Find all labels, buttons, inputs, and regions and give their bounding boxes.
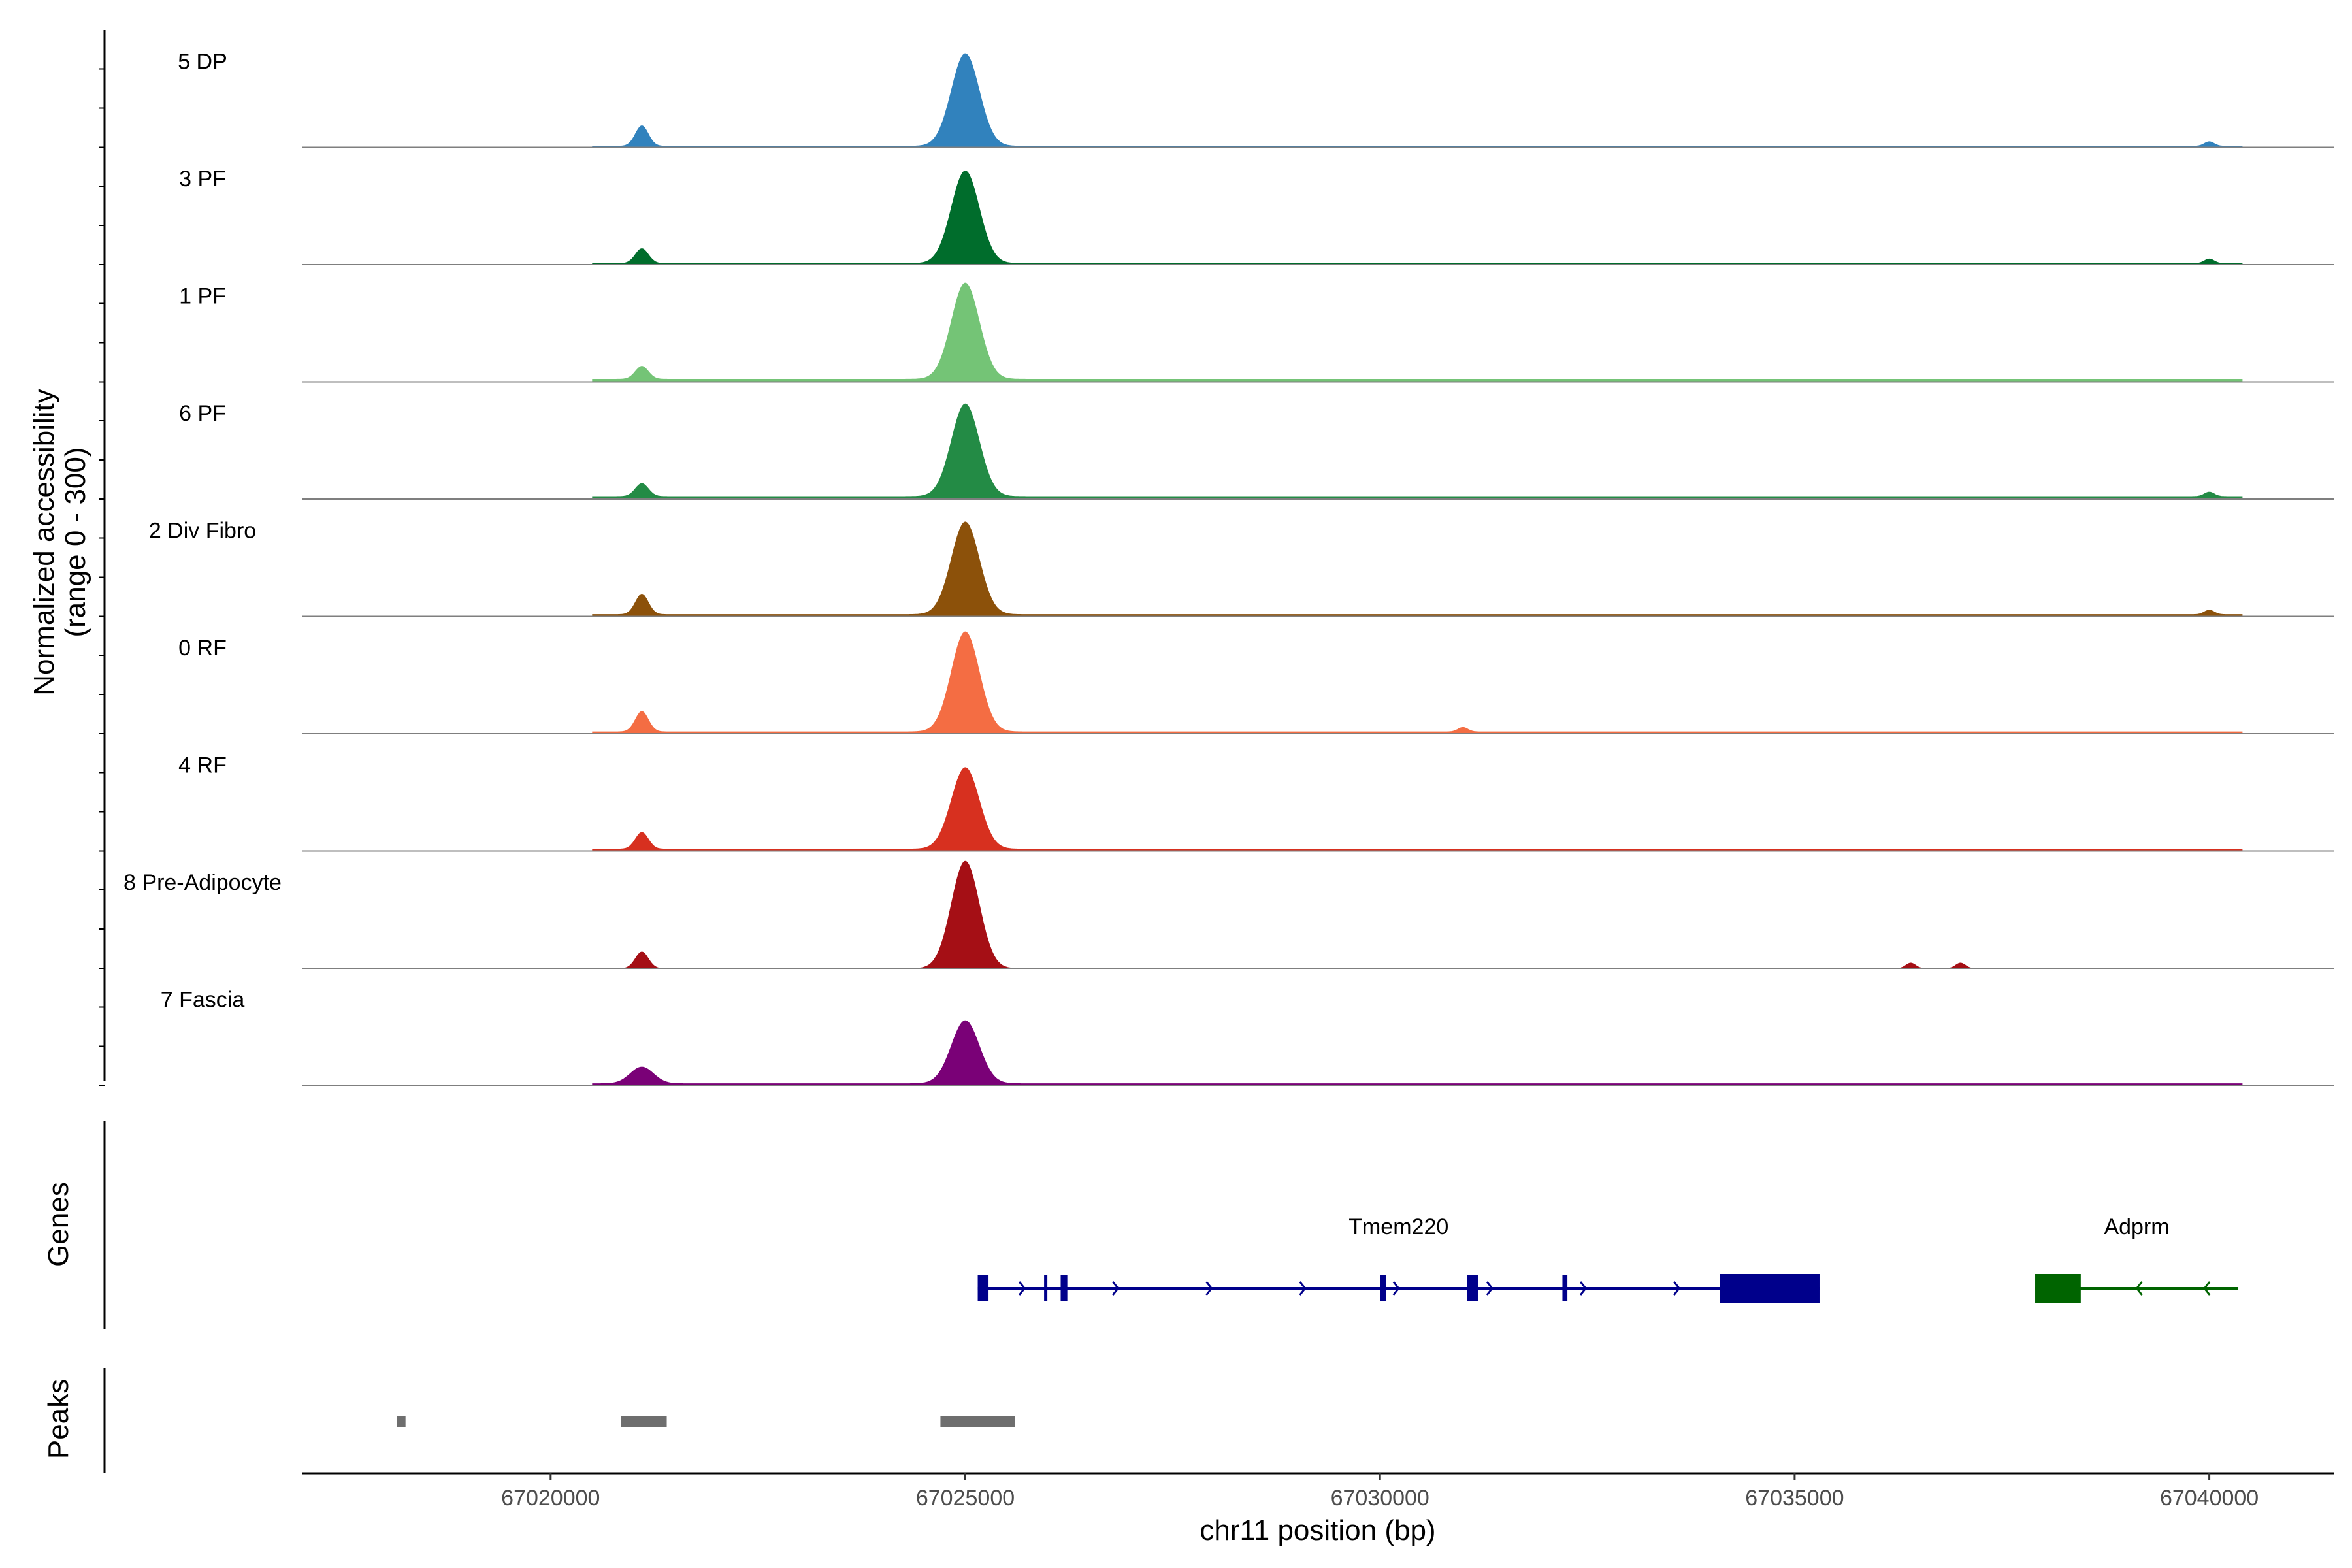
coverage-area — [592, 767, 2243, 851]
coverage-track: 6 PF — [179, 401, 2334, 500]
track-label: 6 PF — [179, 401, 226, 426]
x-tick-label: 67030000 — [1331, 1486, 1429, 1511]
strand-arrow — [1299, 1281, 1307, 1296]
track-label: 5 DP — [178, 50, 227, 74]
x-axis-ticks: 67020000 67025000 67030000 67035000 67040000 — [501, 1473, 2259, 1511]
track-label: 0 RF — [178, 636, 227, 661]
strand-arrow — [1112, 1281, 1120, 1296]
coverage-track: 7 Fascia — [161, 988, 2334, 1086]
strand-arrow — [1673, 1281, 1681, 1296]
strand-arrow — [1486, 1281, 1494, 1296]
peak-region — [621, 1416, 667, 1427]
gene-model: Tmem220 — [977, 1215, 1820, 1303]
gene-name-label: Tmem220 — [1348, 1215, 1448, 1239]
exon-block — [1380, 1275, 1386, 1301]
y-axis-title: Normalized accessibility (range 0 - 300) — [28, 389, 91, 695]
x-tick-label: 67020000 — [501, 1486, 600, 1511]
coverage-area — [592, 53, 2243, 148]
coverage-area — [592, 1020, 2243, 1086]
track-label: 7 Fascia — [161, 988, 245, 1013]
coverage-area — [592, 521, 2243, 617]
coverage-tracks: 5 DP 3 PF 1 PF 6 PF 2 Div Fibro 0 RF 4 RF 8 Pre… — [123, 50, 2334, 1086]
y-axis-title-text: Normalized accessibility — [28, 389, 60, 695]
coverage-track: 1 PF — [179, 282, 2334, 383]
peak-region-panel — [397, 1416, 1015, 1427]
track-label: 1 PF — [179, 284, 226, 309]
coverage-track: 8 Pre-Adipocyte — [123, 860, 2334, 969]
genes-panel-title: Genes — [42, 1182, 74, 1267]
strand-arrow — [2203, 1281, 2211, 1296]
coverage-area — [592, 171, 2243, 265]
strand-arrow — [1018, 1281, 1026, 1296]
exon-block — [1044, 1275, 1048, 1301]
track-label: 8 Pre-Adipocyte — [123, 870, 282, 895]
exon-block — [2035, 1274, 2081, 1303]
strand-arrow — [1205, 1281, 1213, 1296]
x-tick-label: 67040000 — [2160, 1486, 2259, 1511]
peaks-panel-title: Peaks — [42, 1379, 74, 1459]
exon-block — [1562, 1275, 1568, 1301]
coverage-track: 2 Div Fibro — [149, 519, 2334, 617]
exon-block — [1060, 1275, 1068, 1301]
x-tick-label: 67025000 — [916, 1486, 1015, 1511]
peak-region — [940, 1416, 1015, 1427]
exon-block — [1467, 1275, 1478, 1301]
coverage-area — [592, 860, 2243, 968]
coverage-track: 0 RF — [178, 631, 2334, 734]
coverage-y-ticks — [99, 68, 105, 1086]
strand-arrow — [1392, 1281, 1400, 1296]
coverage-track: 4 RF — [178, 753, 2334, 852]
coverage-track: 5 DP — [178, 50, 2334, 148]
peak-region — [397, 1416, 406, 1427]
coverage-area — [592, 631, 2243, 734]
y-axis-range-text: (range 0 - 300) — [59, 447, 91, 637]
exon-block — [977, 1275, 989, 1301]
coverage-area — [592, 403, 2243, 499]
exon-block — [1720, 1274, 1820, 1303]
track-label: 3 PF — [179, 167, 226, 191]
x-tick-label: 67035000 — [1745, 1486, 1844, 1511]
coverage-area — [592, 282, 2243, 382]
strand-arrow — [2135, 1281, 2143, 1296]
coverage-track: 3 PF — [179, 167, 2334, 265]
track-label: 2 Div Fibro — [149, 519, 256, 544]
gene-model: Adprm — [2035, 1215, 2239, 1303]
strand-arrow — [1579, 1281, 1588, 1296]
track-label: 4 RF — [178, 753, 227, 778]
x-axis-title: chr11 position (bp) — [1200, 1514, 1435, 1546]
gene-name-label: Adprm — [2104, 1215, 2169, 1239]
gene-annotation-panel: Tmem220 Adprm — [977, 1215, 2239, 1303]
